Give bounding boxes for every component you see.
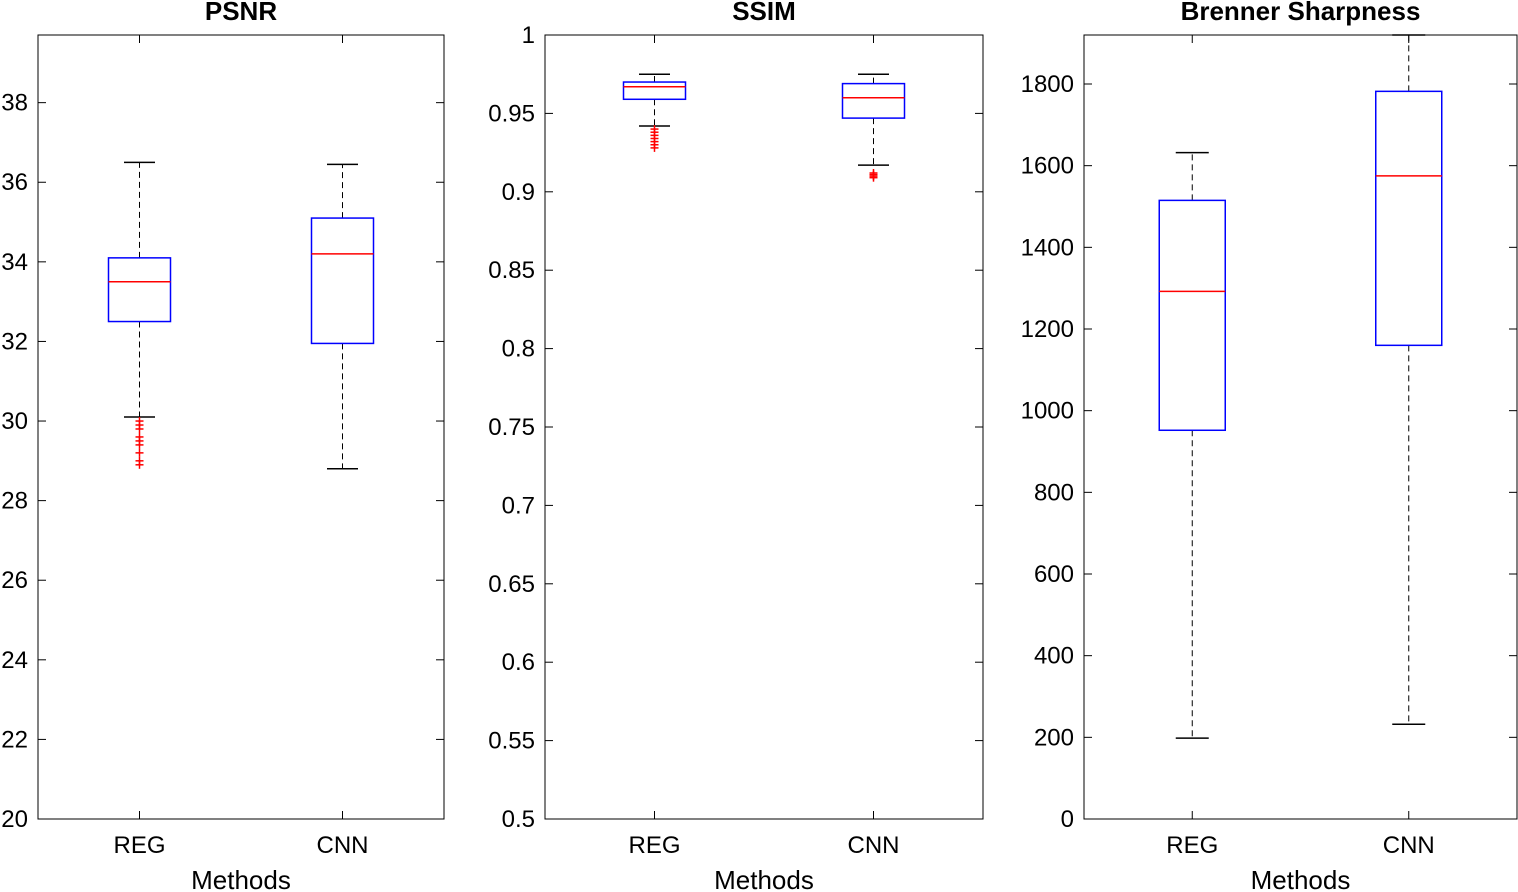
chart-title: Brenner Sharpness	[1181, 0, 1421, 26]
iqr-box	[1375, 90, 1443, 347]
y-tick-label: 1	[522, 22, 535, 49]
chart-title: SSIM	[732, 0, 796, 26]
y-tick-label: 1800	[1021, 71, 1074, 98]
x-tick-label: REG	[113, 832, 165, 859]
y-tick-label: 38	[1, 90, 28, 117]
chart-panel-0: PSNR 20 22 24 26 28 30 32 34 36 38 REG CNN Methods	[1, 0, 445, 892]
outlier-marker	[135, 460, 144, 469]
y-tick-label: 0.55	[488, 728, 535, 755]
y-tick-label: 0.85	[488, 257, 535, 284]
box-cnn	[310, 163, 375, 470]
x-tick-label: CNN	[848, 832, 900, 859]
x-tick-label: REG	[628, 832, 680, 859]
y-tick-label: 0.9	[502, 179, 535, 206]
chart-panel-1: SSIM 0.5 0.55 0.6 0.65 0.7 0.75 0.8 0.85 0.9 0.95 1…	[488, 0, 984, 892]
y-tick-label: 0.95	[488, 100, 535, 127]
iqr-box	[107, 257, 172, 323]
y-tick-label: 1200	[1021, 316, 1074, 343]
y-tick-label: 34	[1, 249, 28, 276]
y-tick-label: 1600	[1021, 153, 1074, 180]
outlier-marker	[650, 143, 659, 152]
y-tick-label: 0.75	[488, 414, 535, 441]
chart-title: PSNR	[205, 0, 277, 26]
axes-frame	[37, 34, 445, 820]
x-tick-label: CNN	[1383, 832, 1435, 859]
y-tick-label: 20	[1, 806, 28, 833]
box-reg	[1158, 151, 1226, 739]
y-tick-label: 1400	[1021, 234, 1074, 261]
y-tick-label: 200	[1034, 724, 1074, 751]
y-tick-label: 0.65	[488, 571, 535, 598]
y-tick-label: 600	[1034, 561, 1074, 588]
iqr-box	[1158, 199, 1226, 432]
y-tick-label: 0	[1061, 806, 1074, 833]
y-tick-label: 400	[1034, 643, 1074, 670]
y-tick-label: 0.5	[502, 806, 535, 833]
box-reg	[622, 73, 687, 152]
x-axis-label: Methods	[191, 865, 291, 892]
iqr-box	[310, 217, 375, 345]
y-tick-label: 32	[1, 328, 28, 355]
y-tick-label: 30	[1, 408, 28, 435]
iqr-box	[622, 81, 687, 101]
outlier-marker	[869, 173, 878, 182]
y-tick-label: 0.7	[502, 492, 535, 519]
x-axis-label: Methods	[1251, 865, 1351, 892]
outlier-marker	[135, 440, 144, 449]
box-cnn	[1375, 34, 1443, 726]
y-tick-label: 36	[1, 169, 28, 196]
chart-panel-2: Brenner Sharpness 0 200 400 600 800 1000 1200 14…	[1021, 0, 1518, 892]
y-tick-label: 0.8	[502, 336, 535, 363]
outlier-marker	[135, 448, 144, 457]
y-tick-label: 24	[1, 647, 28, 674]
outlier-marker	[135, 424, 144, 433]
x-axis-label: Methods	[714, 865, 814, 892]
y-tick-label: 28	[1, 488, 28, 515]
axes-frame	[544, 34, 984, 820]
y-tick-label: 0.6	[502, 649, 535, 676]
x-tick-label: CNN	[317, 832, 369, 859]
y-tick-label: 26	[1, 567, 28, 594]
y-tick-label: 1000	[1021, 398, 1074, 425]
iqr-box	[841, 82, 906, 119]
axes-frame	[1083, 34, 1518, 820]
box-reg	[107, 161, 172, 469]
x-tick-label: REG	[1166, 832, 1218, 859]
box-cnn	[841, 73, 906, 182]
y-tick-label: 22	[1, 726, 28, 753]
y-tick-label: 800	[1034, 479, 1074, 506]
